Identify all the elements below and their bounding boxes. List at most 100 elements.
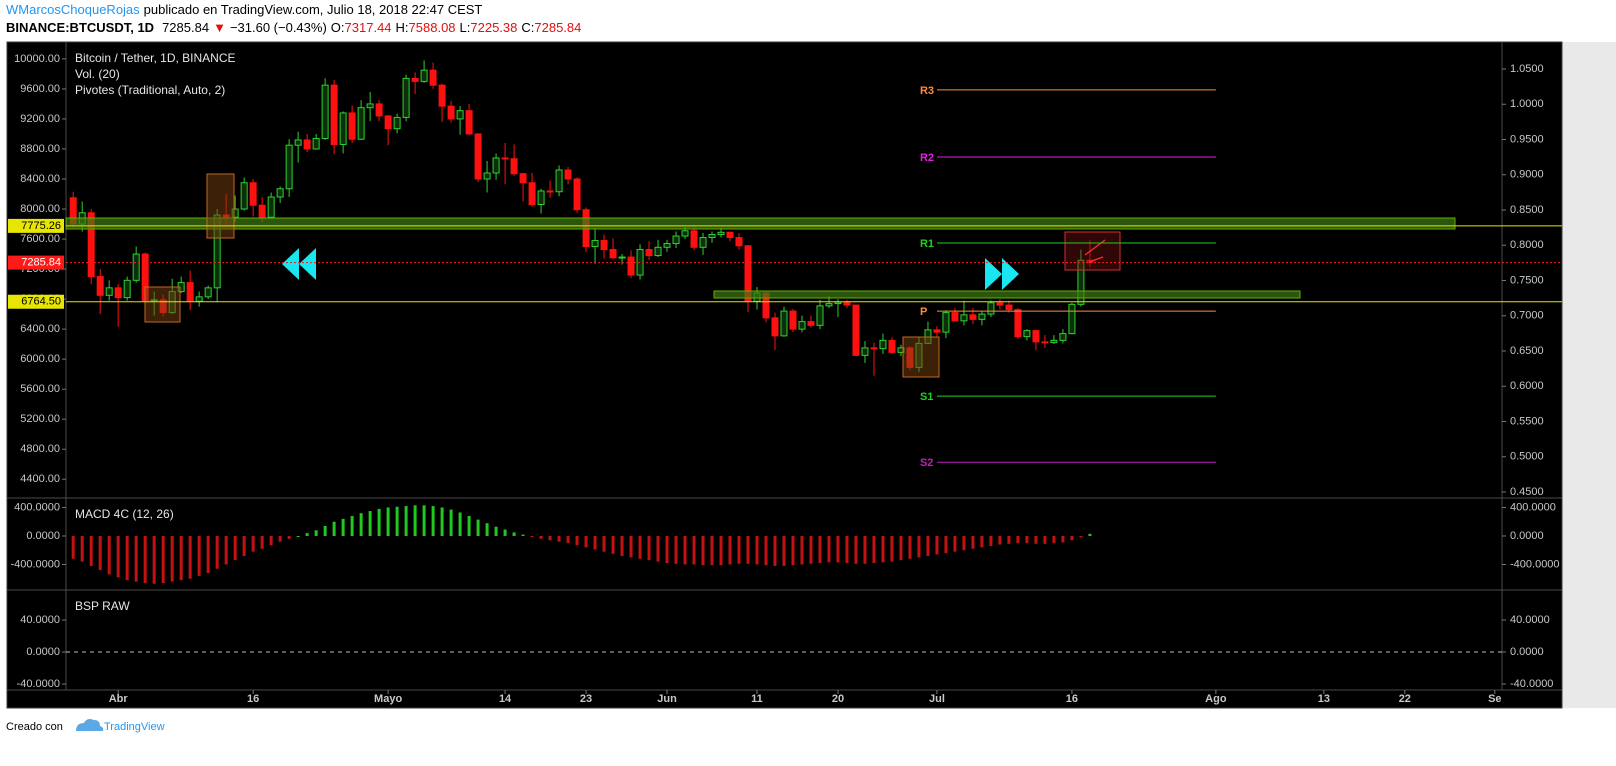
candle-body (951, 312, 959, 322)
candle-body (798, 321, 806, 330)
histogram-bar (449, 509, 453, 536)
price-level-label: 6764.50 (21, 296, 61, 308)
ohlc-label: C: (521, 20, 534, 35)
candle-body (384, 115, 392, 130)
histogram-bar (962, 535, 966, 551)
histogram-bar (557, 535, 561, 542)
candle-body (285, 144, 293, 190)
candle-body (573, 178, 581, 211)
histogram-bar (512, 532, 516, 536)
histogram-bar (161, 535, 165, 584)
histogram-bar (458, 512, 462, 536)
candle-body (933, 329, 941, 333)
histogram-bar (647, 535, 651, 561)
arrow-drawing (1084, 239, 1106, 263)
histogram-bar (809, 535, 813, 564)
author[interactable]: WMarcosChoqueRojas (6, 2, 140, 17)
y-tick-label: 7600.00 (20, 233, 60, 245)
y-tick-label: 6000.00 (20, 353, 60, 365)
y2-tick-label: 0.6000 (1510, 380, 1544, 392)
brand-logo[interactable] (76, 719, 104, 731)
header-line-2: BINANCE:BTCUSDT, 1D 7285.84 ▼ −31.60 (−0.43… (6, 20, 581, 35)
candle-body (564, 169, 572, 180)
header-line-1: WMarcosChoqueRojas publicado en TradingVi… (6, 2, 482, 17)
y2-tick-label: 0.8000 (1510, 239, 1544, 251)
change-arrow: ▼ (213, 20, 226, 35)
candle-body (969, 314, 977, 320)
published: publicado en TradingView.com, Julio 18, … (144, 2, 483, 17)
histogram-bar (242, 535, 246, 556)
histogram-bar (395, 506, 399, 536)
candle-body (654, 246, 662, 257)
y2-tick-label: 0.9000 (1510, 169, 1544, 181)
candle-body (942, 312, 950, 333)
candle-body (294, 139, 302, 146)
histogram-bar (980, 535, 984, 548)
y-tick-label: 400.0000 (1510, 501, 1556, 513)
histogram-bar (413, 505, 417, 536)
rewind-arrows (282, 248, 316, 280)
candle-body (1077, 259, 1085, 305)
candle-body (816, 305, 824, 326)
histogram-bar (152, 535, 156, 584)
histogram-bar (953, 535, 957, 552)
histogram-bar (134, 535, 138, 582)
candle-body (258, 204, 266, 218)
histogram-bar (791, 535, 795, 566)
footer-brand[interactable]: TradingView (104, 721, 165, 733)
histogram-bar (935, 535, 939, 555)
candle-body (1041, 341, 1049, 344)
highlight-box (144, 286, 181, 323)
histogram-bar (638, 535, 642, 559)
histogram-bar (143, 535, 147, 584)
y-tick-label: 40.0000 (20, 614, 60, 626)
histogram-bar (530, 535, 534, 537)
histogram-bar (422, 505, 426, 536)
histogram-bar (1034, 535, 1038, 544)
candle-body (870, 347, 878, 350)
candle-body (375, 103, 383, 117)
histogram-bar (476, 519, 480, 536)
y2-tick-label: 0.4500 (1510, 486, 1544, 498)
histogram-bar (350, 516, 354, 536)
histogram-bar (665, 535, 669, 564)
candle-body (627, 256, 635, 276)
pivot-label: S1 (920, 391, 933, 403)
histogram-bar (899, 535, 903, 561)
histogram-bar (971, 535, 975, 549)
histogram-bar (854, 535, 858, 564)
histogram-bar (314, 530, 318, 536)
y-tick-label: 8800.00 (20, 143, 60, 155)
candle-body (600, 240, 608, 251)
candle-body (429, 69, 437, 86)
histogram-bar (197, 535, 201, 576)
x-tick-label: Ago (1205, 693, 1227, 705)
candle-body (420, 69, 428, 82)
y2-tick-label: 0.8500 (1510, 204, 1544, 216)
histogram-bar (305, 533, 309, 536)
histogram-bar (215, 535, 219, 569)
histogram-bar (269, 535, 273, 546)
histogram-bar (989, 535, 993, 546)
indicator-label: Pivotes (Traditional, Auto, 2) (75, 83, 225, 97)
price-level-label: 7285.84 (21, 257, 61, 269)
last-price: 7285.84 (162, 20, 209, 35)
histogram-bar (206, 535, 210, 574)
histogram-bar (125, 535, 129, 581)
candle-body (474, 133, 482, 180)
histogram-bar (917, 535, 921, 558)
histogram-bar (1061, 535, 1065, 543)
histogram-bar (485, 523, 489, 536)
histogram-bar (1007, 535, 1011, 544)
candle-body (96, 276, 104, 296)
histogram-bar (827, 535, 831, 563)
histogram-bar (926, 535, 930, 556)
y2-tick-label: 0.5500 (1510, 415, 1544, 427)
x-tick-label: Abr (109, 693, 129, 705)
histogram-bar (737, 535, 741, 564)
candle-body (402, 77, 410, 118)
histogram-bar (332, 521, 336, 536)
histogram-bar (1043, 535, 1047, 544)
ohlc-label: H: (396, 20, 409, 35)
candle-body (186, 282, 194, 302)
